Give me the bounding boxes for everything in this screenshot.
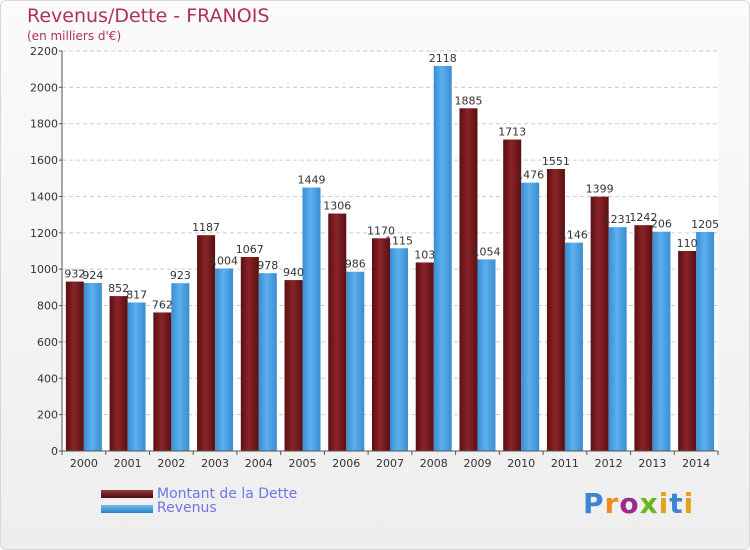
- x-tick-label: 2001: [114, 457, 142, 470]
- data-label-revenus: 1476: [516, 169, 544, 182]
- legend-swatch-debt: [101, 490, 153, 498]
- bar-debt: [197, 235, 216, 451]
- x-tick-label: 2004: [245, 457, 273, 470]
- data-label-debt: 1551: [542, 155, 570, 168]
- x-tick-label: 2006: [332, 457, 360, 470]
- bar-revenus: [171, 283, 190, 451]
- bar-revenus: [608, 227, 627, 451]
- chart-title: Revenus/Dette - FRANOIS: [27, 5, 270, 27]
- bar-revenus: [477, 259, 496, 451]
- data-label-debt: 932: [64, 268, 85, 281]
- bar-debt: [153, 312, 172, 451]
- bar-revenus: [433, 65, 452, 451]
- y-tick-label: 1400: [30, 190, 58, 203]
- x-tick-label: 2012: [595, 457, 623, 470]
- bar-debt: [503, 139, 522, 451]
- x-tick-label: 2013: [638, 457, 666, 470]
- bar-debt: [240, 257, 259, 451]
- x-tick-label: 2005: [289, 457, 317, 470]
- bar-revenus: [652, 231, 671, 451]
- data-label-revenus: 924: [82, 269, 103, 282]
- data-label-debt: 1242: [629, 211, 657, 224]
- bar-revenus: [83, 283, 102, 451]
- bar-debt: [65, 281, 84, 451]
- data-label-revenus: 978: [257, 259, 278, 272]
- chart-subtitle: (en milliers d'€): [27, 29, 122, 43]
- bar-revenus: [215, 268, 234, 451]
- data-label-revenus: 1146: [560, 229, 588, 242]
- bar-debt: [590, 196, 609, 451]
- bar-revenus: [346, 271, 365, 451]
- bar-revenus: [390, 248, 408, 451]
- data-label-debt: 852: [108, 282, 129, 295]
- data-label-revenus: 1231: [604, 213, 632, 226]
- bar-debt: [372, 238, 390, 451]
- x-tick-label: 2011: [551, 457, 579, 470]
- data-label-revenus: 206: [651, 218, 672, 231]
- bar-revenus: [521, 182, 540, 452]
- proxiti-logo: Proxiti: [583, 487, 695, 520]
- data-label-revenus: 1115: [385, 234, 413, 247]
- bar-debt: [328, 213, 347, 451]
- y-tick-label: 1800: [30, 118, 58, 131]
- bar-debt: [634, 225, 653, 451]
- data-label-debt: 1067: [236, 243, 264, 256]
- legend-label-debt: Montant de la Dette: [157, 486, 298, 502]
- y-tick-label: 400: [37, 372, 58, 385]
- y-tick-label: 600: [37, 336, 58, 349]
- bar-debt: [415, 262, 434, 451]
- x-tick-label: 2007: [376, 457, 404, 470]
- x-tick-label: 2014: [682, 457, 710, 470]
- bar-debt: [678, 251, 697, 451]
- data-label-debt: 110: [677, 237, 698, 250]
- bar-revenus: [302, 187, 321, 451]
- y-tick-label: 1200: [30, 227, 58, 240]
- bar-debt: [459, 108, 478, 451]
- y-tick-label: 2200: [30, 45, 58, 58]
- data-label-debt: 1306: [323, 200, 351, 213]
- bar-debt: [109, 296, 128, 451]
- data-label-debt: 1713: [498, 126, 526, 139]
- data-label-revenus: 1054: [472, 245, 500, 258]
- bar-revenus: [258, 273, 277, 451]
- bar-debt: [284, 280, 303, 451]
- data-label-debt: 1170: [367, 224, 395, 237]
- y-tick-label: 1600: [30, 154, 58, 167]
- data-label-revenus: 2118: [429, 52, 457, 65]
- x-tick-label: 2009: [463, 457, 491, 470]
- data-label-revenus: 923: [170, 269, 191, 282]
- legend-swatch-revenus: [101, 505, 153, 513]
- y-tick-label: 1000: [30, 263, 58, 276]
- data-label-revenus: 1205: [691, 218, 719, 231]
- data-label-revenus: 1449: [298, 174, 326, 187]
- y-tick-label: 0: [51, 445, 58, 458]
- bar-revenus: [564, 242, 583, 451]
- data-label-debt: 1885: [454, 94, 482, 107]
- data-label-debt: 762: [152, 298, 173, 311]
- data-label-revenus: 986: [345, 258, 366, 271]
- data-label-debt: 940: [283, 266, 304, 279]
- data-label-debt: 103: [414, 248, 435, 261]
- y-tick-label: 200: [37, 409, 58, 422]
- y-tick-label: 800: [37, 300, 58, 313]
- bar-debt: [546, 169, 565, 451]
- bar-revenus: [696, 231, 715, 451]
- data-label-debt: 1399: [586, 183, 614, 196]
- x-tick-label: 2008: [420, 457, 448, 470]
- data-label-revenus: 817: [126, 288, 147, 301]
- x-tick-label: 2003: [201, 457, 229, 470]
- data-label-debt: 1187: [192, 221, 220, 234]
- y-tick-label: 2000: [30, 81, 58, 94]
- data-label-revenus: 1004: [210, 254, 238, 267]
- legend-label-revenus: Revenus: [157, 500, 217, 516]
- x-tick-label: 2000: [70, 457, 98, 470]
- x-tick-label: 2002: [157, 457, 185, 470]
- bar-revenus: [127, 302, 146, 451]
- x-tick-label: 2010: [507, 457, 535, 470]
